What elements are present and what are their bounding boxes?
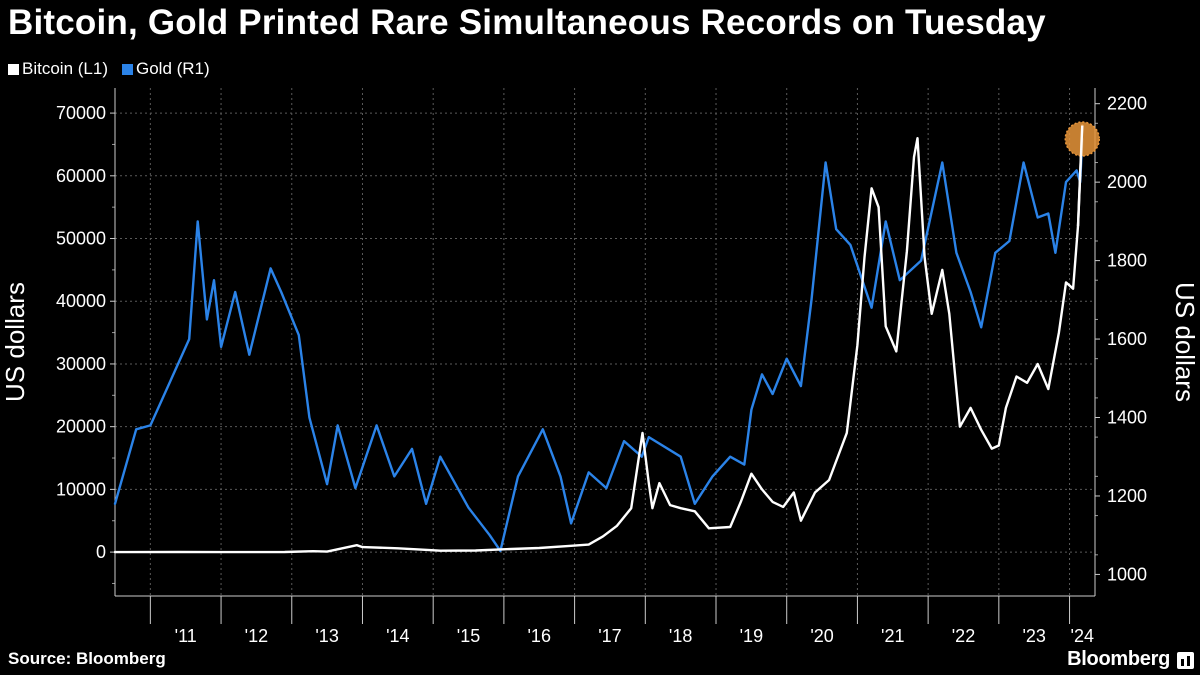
y-right-tick-label: 1600 [1107, 329, 1147, 349]
series-line-bitcoin [113, 124, 1084, 554]
chart-legend: Bitcoin (L1) Gold (R1) [8, 59, 210, 79]
legend-item-bitcoin: Bitcoin (L1) [8, 59, 108, 79]
y-right-tick-label: 2200 [1107, 94, 1147, 114]
x-tick-label: '15 [457, 626, 480, 646]
x-tick-label: '14 [386, 626, 409, 646]
bitcoin-record-spike [1076, 125, 1084, 227]
y-right-tick-label: 1200 [1107, 486, 1147, 506]
x-tick-label: '11 [175, 626, 197, 646]
legend-item-gold: Gold (R1) [121, 59, 210, 79]
y-left-axis-title: US dollars [0, 282, 30, 402]
x-tick-label: '17 [598, 626, 621, 646]
x-tick-label: '16 [528, 626, 551, 646]
x-tick-label: '22 [952, 626, 975, 646]
x-tick-label: '21 [881, 626, 904, 646]
x-tick-label: '18 [669, 626, 692, 646]
gridlines [115, 88, 1095, 596]
y-left-tick-label: 40000 [56, 291, 106, 311]
y-left-tick-label: 10000 [56, 479, 106, 499]
x-tick-label: '13 [315, 626, 338, 646]
y-left-tick-label: 0 [96, 542, 106, 562]
y-left-tick-label: 70000 [56, 103, 106, 123]
series-line-gold [113, 137, 1084, 553]
x-tick-label: '12 [245, 626, 268, 646]
y-right-axis-title: US dollars [1170, 282, 1200, 402]
y-right-tick-label: 1400 [1107, 408, 1147, 428]
y-left-tick-label: 20000 [56, 417, 106, 437]
chart-title: Bitcoin, Gold Printed Rare Simultaneous … [8, 3, 1046, 42]
y-right-tick-label: 2000 [1107, 172, 1147, 192]
source-note: Source: Bloomberg [8, 649, 166, 668]
annotations [1064, 121, 1101, 227]
x-tick-label: '19 [740, 626, 763, 646]
axes: 0 10000 20000 30000 40000 50000 60000 70000 1000… [0, 88, 1200, 646]
x-tick-label: '23 [1022, 626, 1045, 646]
legend-label-gold: Gold (R1) [135, 59, 210, 78]
legend-swatch-gold [121, 63, 133, 75]
x-tick-label: '20 [810, 626, 833, 646]
series-group [113, 124, 1084, 554]
legend-label-bitcoin: Bitcoin (L1) [22, 59, 108, 78]
y-left-tick-label: 50000 [56, 229, 106, 249]
x-tick-label: '24 [1071, 626, 1094, 646]
brand-logo: Bloomberg [1067, 648, 1170, 670]
bloomberg-chart-icon [1177, 652, 1194, 669]
y-left-tick-label: 60000 [56, 166, 106, 186]
y-right-tick-label: 1000 [1107, 564, 1147, 584]
legend-swatch-bitcoin [8, 63, 19, 75]
y-left-tick-label: 30000 [56, 354, 106, 374]
y-right-tick-label: 1800 [1107, 251, 1147, 271]
